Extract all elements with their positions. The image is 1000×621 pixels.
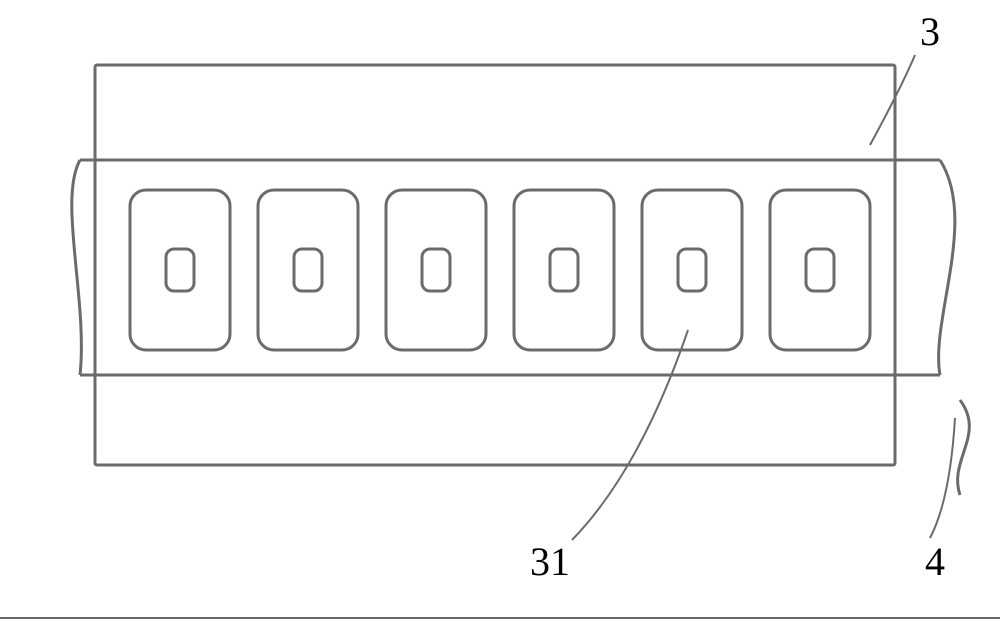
- diagram-canvas: 3 31 4: [0, 0, 1000, 621]
- label-3: 3: [920, 9, 940, 54]
- label-4: 4: [925, 539, 945, 584]
- background: [0, 0, 1000, 621]
- label-31: 31: [530, 539, 570, 584]
